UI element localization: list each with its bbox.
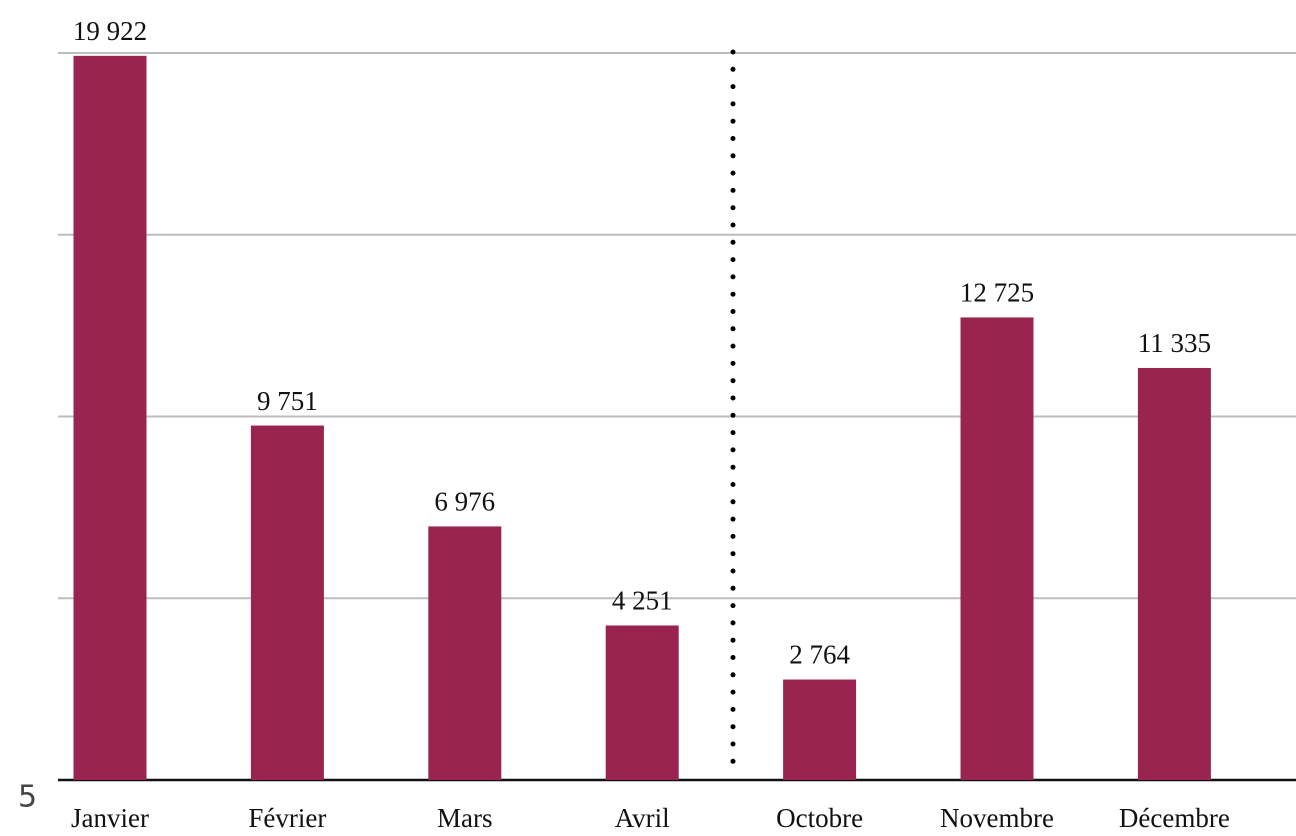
bar bbox=[428, 526, 502, 780]
value-label: 2 764 bbox=[789, 640, 850, 670]
value-label: 11 335 bbox=[1138, 328, 1211, 358]
bar bbox=[783, 679, 857, 780]
x-tick-label: Janvier bbox=[71, 803, 149, 833]
x-tick-label: Février bbox=[248, 803, 326, 833]
bar bbox=[960, 317, 1034, 780]
value-label: 6 976 bbox=[434, 487, 495, 517]
value-label: 4 251 bbox=[612, 586, 673, 616]
x-tick-label: Avril bbox=[615, 803, 670, 833]
bar bbox=[250, 425, 324, 780]
x-tick-label: Novembre bbox=[940, 803, 1054, 833]
bar bbox=[73, 55, 147, 780]
value-label: 9 751 bbox=[257, 386, 318, 416]
bar bbox=[1137, 367, 1211, 780]
x-tick-label: Décembre bbox=[1119, 803, 1230, 833]
value-label: 12 725 bbox=[960, 278, 1034, 308]
page-number: 5 bbox=[18, 780, 37, 815]
x-tick-label: Octobre bbox=[776, 803, 863, 833]
value-label: 19 922 bbox=[73, 16, 147, 46]
bar bbox=[605, 625, 679, 780]
x-tick-label: Mars bbox=[437, 803, 493, 833]
